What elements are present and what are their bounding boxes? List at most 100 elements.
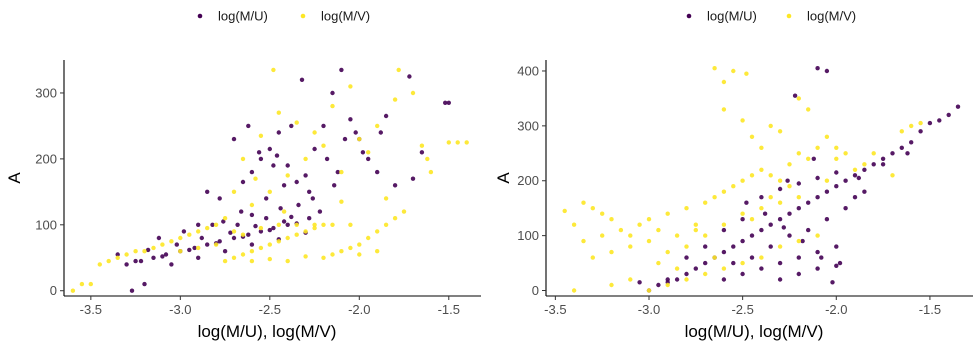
x-tick-label: -3.0 — [638, 302, 660, 317]
data-point — [199, 235, 204, 241]
data-point — [278, 206, 283, 211]
data-point — [310, 196, 315, 201]
data-point — [712, 195, 717, 200]
data-point — [806, 156, 811, 161]
data-point — [289, 214, 294, 220]
data-point — [918, 129, 923, 134]
data-point — [777, 217, 783, 222]
data-point — [703, 260, 708, 266]
legend-key-mu — [197, 13, 203, 19]
data-point — [419, 143, 425, 148]
data-point — [97, 262, 103, 267]
data-point — [618, 227, 624, 233]
data-point — [240, 179, 246, 185]
data-point — [330, 90, 335, 96]
x-axis-title: log(M/U), log(M/V) — [685, 322, 824, 341]
data-point — [721, 189, 727, 194]
data-point — [339, 199, 344, 204]
data-point — [721, 249, 727, 255]
data-point — [348, 245, 353, 251]
data-point — [258, 245, 264, 251]
data-point — [392, 183, 398, 188]
scatter-chart-left: log(M/U) log(M/V) -3.5 -3.0 -2.5 -2.0 -1.5 0 100… — [5, 9, 481, 341]
data-point — [231, 229, 237, 234]
data-point — [749, 134, 755, 139]
data-point — [837, 260, 843, 266]
data-point — [360, 150, 366, 155]
legend-label-mu: log(M/U) — [707, 9, 757, 24]
data-point — [815, 249, 820, 255]
y-tick-label: 400 — [517, 63, 539, 78]
data-point — [205, 242, 210, 247]
data-point — [205, 225, 210, 231]
data-point — [740, 118, 745, 123]
data-point — [665, 249, 670, 255]
data-point — [824, 68, 830, 74]
data-point — [703, 233, 708, 238]
data-point — [899, 129, 904, 134]
data-point — [768, 222, 773, 227]
data-point — [366, 235, 371, 241]
data-point — [294, 120, 299, 125]
data-point — [815, 66, 820, 71]
series-mv — [70, 67, 469, 293]
data-point — [264, 196, 269, 201]
data-point — [862, 167, 867, 172]
series-mu — [115, 67, 451, 293]
data-point — [731, 68, 736, 74]
data-point — [156, 235, 162, 241]
data-point — [464, 140, 469, 145]
data-point — [834, 156, 839, 161]
y-tick-label: 100 — [35, 217, 57, 232]
data-point — [299, 77, 305, 83]
data-point — [749, 233, 755, 238]
data-point — [115, 255, 120, 260]
data-point — [628, 277, 633, 282]
data-point — [815, 175, 820, 181]
data-point — [740, 238, 745, 244]
data-point — [665, 277, 670, 282]
data-point — [258, 229, 264, 234]
data-point — [267, 189, 272, 194]
data-point — [213, 222, 219, 227]
data-point — [221, 219, 226, 224]
data-point — [317, 209, 323, 214]
data-point — [890, 151, 895, 156]
data-point — [142, 281, 147, 287]
data-point — [392, 97, 398, 102]
data-point — [684, 271, 689, 277]
data-point — [721, 107, 727, 112]
data-point — [843, 206, 848, 211]
data-point — [332, 183, 337, 188]
data-point — [169, 239, 174, 244]
data-point — [703, 244, 708, 249]
data-point — [796, 181, 801, 186]
y-tick-label: 300 — [517, 118, 539, 133]
data-point — [768, 173, 773, 178]
data-point — [843, 151, 848, 156]
data-point — [285, 235, 290, 241]
data-point — [142, 249, 147, 254]
data-point — [231, 136, 237, 142]
data-point — [271, 163, 276, 168]
data-point — [768, 123, 773, 129]
data-point — [721, 227, 727, 233]
legend-label-mv: log(M/V) — [807, 9, 856, 24]
data-point — [811, 156, 816, 161]
data-point — [749, 255, 755, 260]
data-point — [178, 235, 183, 241]
data-point — [637, 280, 642, 285]
data-point — [217, 196, 222, 201]
data-point — [946, 112, 951, 118]
data-point — [274, 153, 280, 158]
data-point — [909, 140, 914, 145]
data-point — [285, 222, 290, 227]
data-point — [163, 252, 169, 257]
data-point — [264, 216, 269, 221]
data-point — [815, 145, 820, 150]
x-tick-label: -2.0 — [825, 302, 847, 317]
data-point — [324, 156, 330, 162]
data-point — [178, 249, 183, 254]
data-point — [806, 200, 811, 205]
data-point — [759, 255, 764, 260]
